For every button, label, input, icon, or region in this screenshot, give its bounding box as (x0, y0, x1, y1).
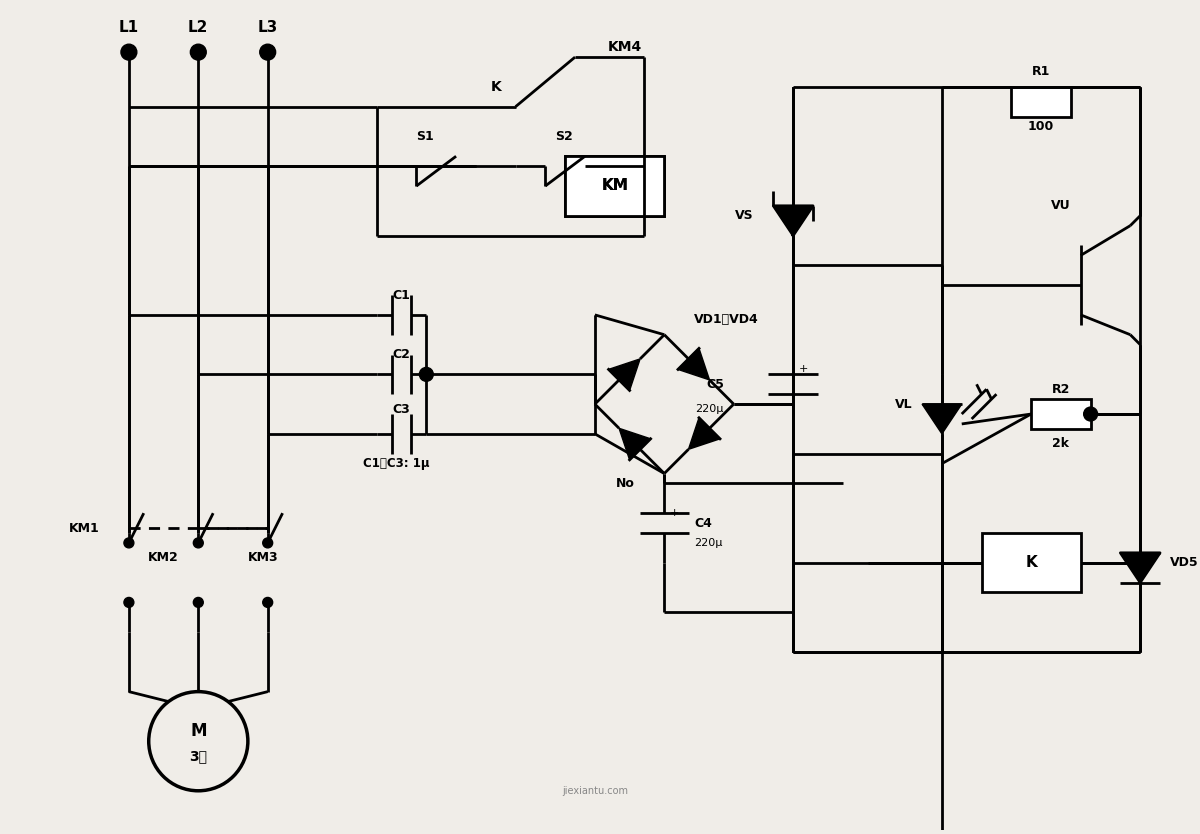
Circle shape (1084, 407, 1098, 421)
Circle shape (419, 368, 433, 381)
Bar (1012, 87, 1070, 117)
Polygon shape (1121, 553, 1160, 583)
Text: L2: L2 (188, 20, 209, 35)
Text: 220μ: 220μ (696, 404, 724, 414)
Text: 220μ: 220μ (694, 538, 722, 548)
Polygon shape (678, 349, 709, 380)
Text: VL: VL (894, 398, 912, 410)
Text: 2k: 2k (1052, 437, 1069, 450)
Circle shape (121, 44, 137, 60)
Text: C2: C2 (392, 348, 410, 361)
Text: VS: VS (734, 209, 754, 222)
Text: C3: C3 (392, 403, 410, 415)
Circle shape (124, 597, 134, 607)
Text: C1～C3: 1μ: C1～C3: 1μ (364, 457, 430, 470)
Text: VD1～VD4: VD1～VD4 (694, 314, 758, 326)
Text: VD5: VD5 (1170, 556, 1199, 570)
Text: jiexiantu.com: jiexiantu.com (562, 786, 628, 796)
Polygon shape (689, 418, 720, 450)
Text: +: + (798, 364, 808, 374)
Circle shape (193, 597, 203, 607)
Circle shape (259, 44, 276, 60)
Text: S2: S2 (556, 130, 572, 143)
Bar (565, 156, 665, 216)
Text: L1: L1 (119, 20, 139, 35)
Polygon shape (608, 359, 640, 390)
Circle shape (263, 538, 272, 548)
Text: KM4: KM4 (607, 40, 642, 54)
Circle shape (263, 597, 272, 607)
Text: KM1: KM1 (68, 521, 100, 535)
Text: R1: R1 (1032, 65, 1050, 78)
Text: 3～: 3～ (190, 749, 208, 763)
Text: No: No (616, 477, 635, 490)
Text: L3: L3 (258, 20, 278, 35)
Text: KM: KM (601, 178, 628, 193)
Circle shape (124, 538, 134, 548)
Text: S1: S1 (416, 130, 434, 143)
Text: VU: VU (1051, 199, 1070, 213)
Polygon shape (619, 429, 650, 460)
Text: M: M (190, 722, 206, 741)
Text: C1: C1 (392, 289, 410, 302)
Text: +: + (670, 508, 679, 518)
Text: C4: C4 (694, 516, 712, 530)
Circle shape (191, 44, 206, 60)
Text: KM2: KM2 (148, 551, 179, 565)
Polygon shape (922, 404, 961, 434)
Text: C5: C5 (706, 378, 724, 391)
Text: 100: 100 (1028, 120, 1054, 133)
Circle shape (193, 538, 203, 548)
Text: K: K (491, 80, 502, 94)
Polygon shape (773, 206, 814, 235)
Text: R2: R2 (1051, 383, 1070, 396)
Text: KM3: KM3 (248, 551, 278, 565)
Bar (1031, 399, 1091, 429)
Text: K: K (1025, 555, 1037, 570)
Text: KM: KM (601, 178, 628, 193)
Bar (565, 156, 665, 216)
Bar (982, 533, 1081, 592)
